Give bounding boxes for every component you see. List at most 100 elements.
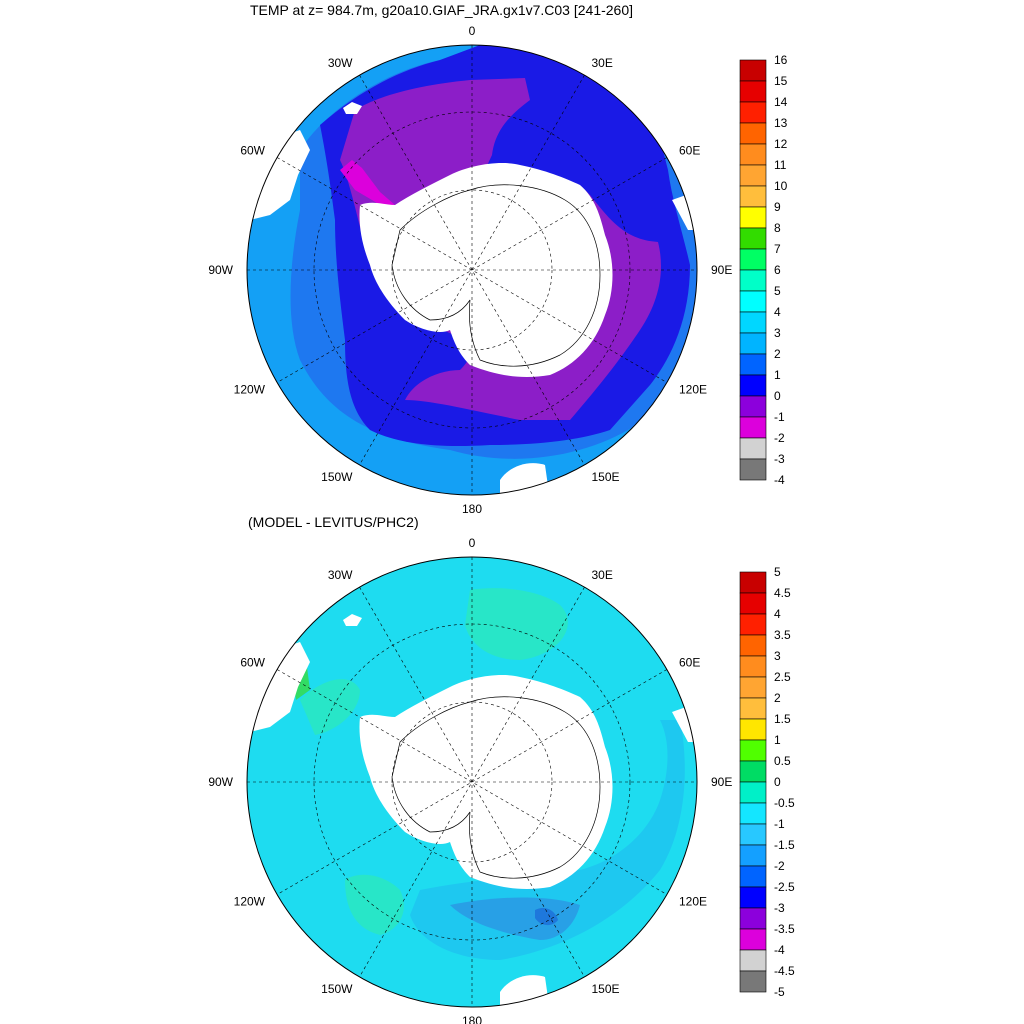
bottom-lon-label: 60W: [240, 656, 265, 670]
top-lon-label: 150E: [592, 470, 620, 484]
top-colorbar-label: 10: [774, 179, 788, 193]
bottom-colorbar-swatch: [739, 634, 767, 657]
bottom-graticule: [247, 557, 697, 1007]
bottom-colorbar-label: 4: [774, 607, 781, 621]
top-colorbar-label: 15: [774, 74, 788, 88]
top-colorbar-swatch: [739, 395, 767, 418]
top-lon-label: 0: [469, 24, 476, 38]
antarctica-landmass: [359, 163, 613, 377]
top-colorbar-swatch: [739, 311, 767, 334]
top-colorbar-swatch: [739, 332, 767, 355]
bottom-colorbar-label: 4.5: [774, 586, 791, 600]
top-colorbar-swatch: [739, 164, 767, 187]
bottom-lon-label: 120W: [234, 895, 266, 909]
bottom-colorbar-swatch: [739, 781, 767, 804]
top-colorbar-label: 11: [774, 158, 787, 172]
top-colorbar-label: 2: [774, 347, 781, 361]
top-graticule: [247, 45, 697, 495]
bottom-lon-label: 120E: [679, 895, 707, 909]
bottom-island-south-georgia: [343, 614, 362, 626]
top-coastline: [391, 184, 601, 367]
bottom-antarctica-landmass: [359, 675, 613, 889]
top-colorbar-label: 1: [774, 368, 781, 382]
top-lon-label: 120E: [679, 383, 707, 397]
top-colorbar-swatch: [739, 416, 767, 439]
bottom-colorbar-swatch: [739, 865, 767, 888]
top-colorbar-swatch: [739, 101, 767, 124]
top-lon-label: 180: [462, 502, 482, 516]
bottom-colorbar-swatch: [739, 907, 767, 930]
bottom-colorbar-label: 0: [774, 775, 781, 789]
bottom-coastline: [391, 696, 601, 879]
top-lon-label: 120W: [234, 383, 266, 397]
top-colorbar-swatch: [739, 353, 767, 376]
bottom-colorbar-label: 2: [774, 691, 781, 705]
bottom-colorbar-label: 0.5: [774, 754, 791, 768]
top-lon-label: 30W: [328, 56, 353, 70]
bottom-colorbar-label: 2.5: [774, 670, 791, 684]
bottom-colorbar-swatch: [739, 760, 767, 783]
bottom-lon-label: 60E: [679, 656, 700, 670]
bottom-field-minus0-5-0-b: [345, 874, 404, 935]
top-lon-label: 60E: [679, 144, 700, 158]
bottom-map-border: [246, 556, 698, 1008]
bottom-colorbar-label: 3.5: [774, 628, 791, 642]
bottom-lon-label: 30W: [328, 568, 353, 582]
bottom-colorbar-swatch: [739, 697, 767, 720]
top-colorbar-label: 6: [774, 263, 781, 277]
bottom-colorbar-swatch: [739, 928, 767, 951]
bottom-colorbar-label: -3.5: [774, 922, 795, 936]
bottom-colorbar-swatch: [739, 592, 767, 615]
bottom-colorbar-swatch: [739, 844, 767, 867]
top-colorbar-swatch: [739, 143, 767, 166]
bottom-colorbar-swatch: [739, 970, 767, 993]
bottom-lon-label: 90W: [208, 775, 233, 789]
bottom-longitude-labels: 0 30E 60E 90E 120E 150E 180 150W 120W 90W 60W 30W: [208, 536, 732, 1024]
top-colorbar-swatch: [739, 80, 767, 103]
top-colorbar-label: 5: [774, 284, 781, 298]
bottom-colorbar-label: 5: [774, 565, 781, 579]
top-colorbar-label: 7: [774, 242, 781, 256]
bottom-colorbar-label: -1: [774, 817, 785, 831]
top-panel-title: TEMP at z= 984.7m, g20a10.GIAF_JRA.gx1v7…: [250, 2, 634, 18]
bottom-lon-label: 90E: [711, 775, 732, 789]
top-colorbar-swatch: [739, 122, 767, 145]
top-colorbar-swatch: [739, 248, 767, 271]
top-colorbar-swatch: [739, 185, 767, 208]
top-colorbar-label: -4: [774, 473, 785, 487]
bottom-colorbar-label: -4.5: [774, 964, 795, 978]
bottom-colorbar-swatch: [739, 823, 767, 846]
top-lon-label: 90W: [208, 263, 233, 277]
top-field-minus2-minus1: [340, 160, 395, 210]
top-colorbar-swatch: [739, 437, 767, 460]
top-colorbar-label: 3: [774, 326, 781, 340]
bottom-lon-label: 30E: [592, 568, 613, 582]
bottom-colorbar-label: -5: [774, 985, 785, 999]
top-temperature-map: 0 30E 60E 90E 120E 150E 180 150W 120W 90W 60W 30W: [208, 24, 732, 516]
bottom-lon-label: 180: [462, 1014, 482, 1024]
bottom-difference-map: 0 30E 60E 90E 120E 150E 180 150W 120W 90W 60W 30W: [208, 536, 732, 1024]
bottom-colorbar-label: -4: [774, 943, 785, 957]
top-lon-label: 90E: [711, 263, 732, 277]
top-colorbar-label: 4: [774, 305, 781, 319]
bottom-colorbar-label: -2: [774, 859, 785, 873]
top-colorbar-label: 0: [774, 389, 781, 403]
bottom-colorbar-swatch: [739, 613, 767, 636]
top-colorbar-label: 9: [774, 200, 781, 214]
bottom-colorbar: 5 4.5 4 3.5 3 2.5 2 1.5 1 0.5 0 -0.5 -1 -1.5 -2 -2.5 -3 -…: [739, 565, 795, 999]
bottom-colorbar-swatch: [739, 802, 767, 825]
bottom-colorbar-label: -2.5: [774, 880, 795, 894]
bottom-colorbar-swatch: [739, 739, 767, 762]
bottom-colorbar-swatch: [739, 949, 767, 972]
bottom-lon-label: 150E: [592, 982, 620, 996]
top-longitude-labels: 0 30E 60E 90E 120E 150E 180 150W 120W 90W 60W 30W: [208, 24, 732, 516]
top-colorbar-swatch: [739, 206, 767, 229]
bottom-colorbar-swatch: [739, 718, 767, 741]
top-colorbar-swatch: [739, 374, 767, 397]
bottom-panel-title: (MODEL - LEVITUS/PHC2): [248, 514, 419, 530]
bottom-colorbar-swatch: [739, 655, 767, 678]
bottom-field-minus1-5-minus1: [410, 720, 685, 960]
bottom-colorbar-label: 1: [774, 733, 781, 747]
